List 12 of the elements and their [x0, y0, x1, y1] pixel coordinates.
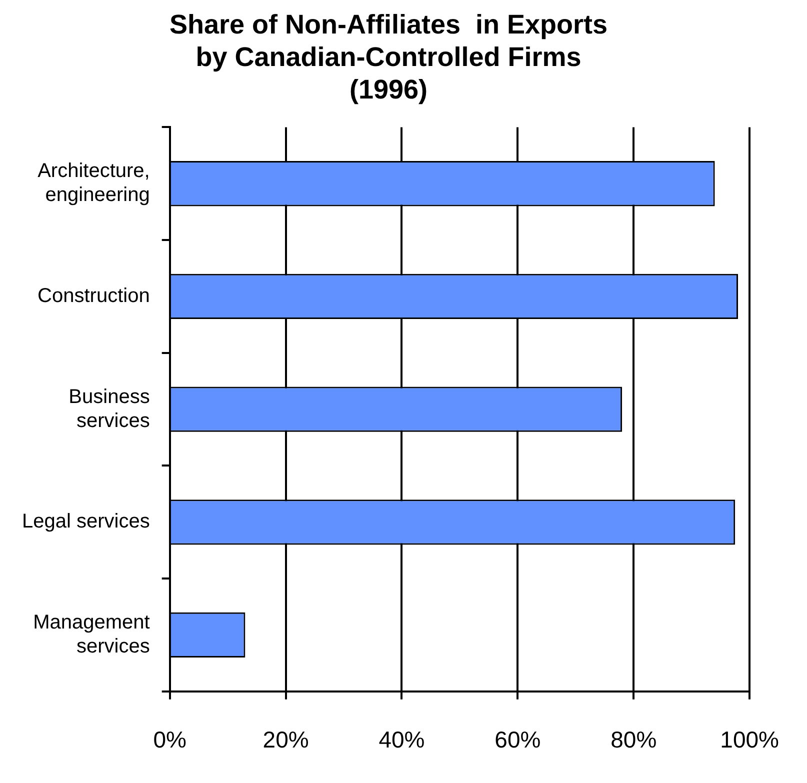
x-tick-label: 80%	[610, 726, 657, 753]
x-tick-label: 100%	[720, 726, 779, 753]
y-tick-label: Management services	[33, 611, 150, 658]
y-tick-label: Construction	[38, 284, 150, 307]
y-tick-label: Architecture, engineering	[38, 160, 150, 206]
chart-title: Share of Non-Affiliates in Exports by Canadian-Controlled Firms (1996)	[169, 10, 608, 104]
y-tick-label: Business services	[68, 386, 150, 432]
x-tick-label: 60%	[494, 726, 541, 753]
x-tick-label: 0%	[153, 726, 186, 753]
x-tick-label: 20%	[262, 726, 309, 753]
y-tick-label: Legal services	[22, 510, 150, 533]
x-tick-label: 40%	[378, 726, 425, 753]
